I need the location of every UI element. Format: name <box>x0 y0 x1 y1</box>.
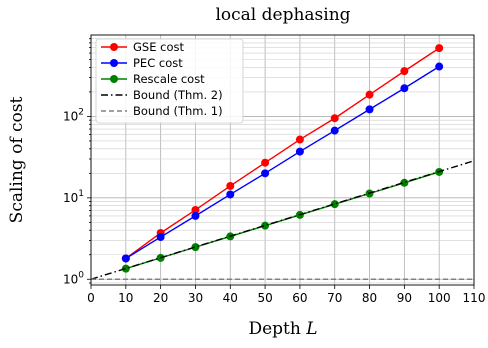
x-axis-label-variable: L <box>305 319 317 339</box>
x-tick-label: 110 <box>463 291 486 305</box>
legend-marker-gse-cost <box>110 43 118 51</box>
y-tick-label: 102 <box>63 107 84 123</box>
y-tick-label: 101 <box>63 189 84 205</box>
legend: GSE cost PEC cost Rescale cost Bound (Thm. … <box>95 38 244 124</box>
legend-marker-pec-cost <box>110 59 118 67</box>
legend-label-bound-thm-2: Bound (Thm. 2) <box>133 88 223 102</box>
series-line-bound-thm-2 <box>90 160 475 280</box>
y-axis-label: Scaling of cost <box>7 97 27 224</box>
plot-frame <box>90 34 475 286</box>
data-point-pec-cost <box>435 62 444 71</box>
x-tick-label: 70 <box>327 291 342 305</box>
data-point-rescale-cost <box>191 243 200 252</box>
data-point-rescale-cost <box>121 264 130 273</box>
data-point-gse-cost <box>435 44 444 53</box>
data-point-gse-cost <box>226 181 235 190</box>
x-tick-label: 0 <box>87 291 95 305</box>
data-point-pec-cost <box>226 190 235 199</box>
series-line-gse-cost <box>125 47 440 260</box>
legend-marker-rescale-cost <box>110 75 118 83</box>
legend-label-pec-cost: PEC cost <box>133 56 183 70</box>
x-axis-label-text: Depth <box>248 319 306 339</box>
x-tick-label: 30 <box>188 291 203 305</box>
data-point-gse-cost <box>191 205 200 214</box>
x-tick-label: 90 <box>397 291 412 305</box>
x-tick-label: 20 <box>153 291 168 305</box>
x-tick-label: 80 <box>362 291 377 305</box>
data-point-rescale-cost <box>261 221 270 230</box>
data-point-gse-cost <box>330 114 339 123</box>
data-point-pec-cost <box>156 233 165 242</box>
series-layer <box>90 44 475 280</box>
legend-label-bound-thm-1: Bound (Thm. 1) <box>133 104 223 118</box>
x-tick-label: 40 <box>223 291 238 305</box>
legend-box <box>95 38 244 124</box>
ticks: 0 10 20 30 40 50 60 70 80 90 100 110 100 101 102 <box>63 38 486 305</box>
data-point-pec-cost <box>400 84 409 93</box>
x-tick-label: 60 <box>292 291 307 305</box>
data-point-gse-cost <box>261 158 270 167</box>
legend-label-gse-cost: GSE cost <box>133 40 184 54</box>
x-tick-label: 10 <box>118 291 133 305</box>
legend-label-rescale-cost: Rescale cost <box>133 72 205 86</box>
data-point-gse-cost <box>365 90 374 99</box>
data-point-pec-cost <box>365 105 374 114</box>
data-point-pec-cost <box>261 169 270 178</box>
x-tick-label: 100 <box>428 291 451 305</box>
data-point-pec-cost <box>191 211 200 220</box>
data-point-pec-cost <box>330 126 339 135</box>
chart-title: local dephasing <box>215 5 350 25</box>
data-point-gse-cost <box>295 135 304 144</box>
data-point-gse-cost <box>400 67 409 76</box>
x-axis-label: Depth L <box>248 319 317 339</box>
data-point-pec-cost <box>295 147 304 156</box>
data-point-rescale-cost <box>330 200 339 209</box>
y-tick-label: 100 <box>63 270 84 286</box>
x-tick-label: 50 <box>257 291 272 305</box>
series-line-pec-cost <box>125 65 440 260</box>
data-point-pec-cost <box>121 254 130 263</box>
data-point-rescale-cost <box>400 178 409 187</box>
